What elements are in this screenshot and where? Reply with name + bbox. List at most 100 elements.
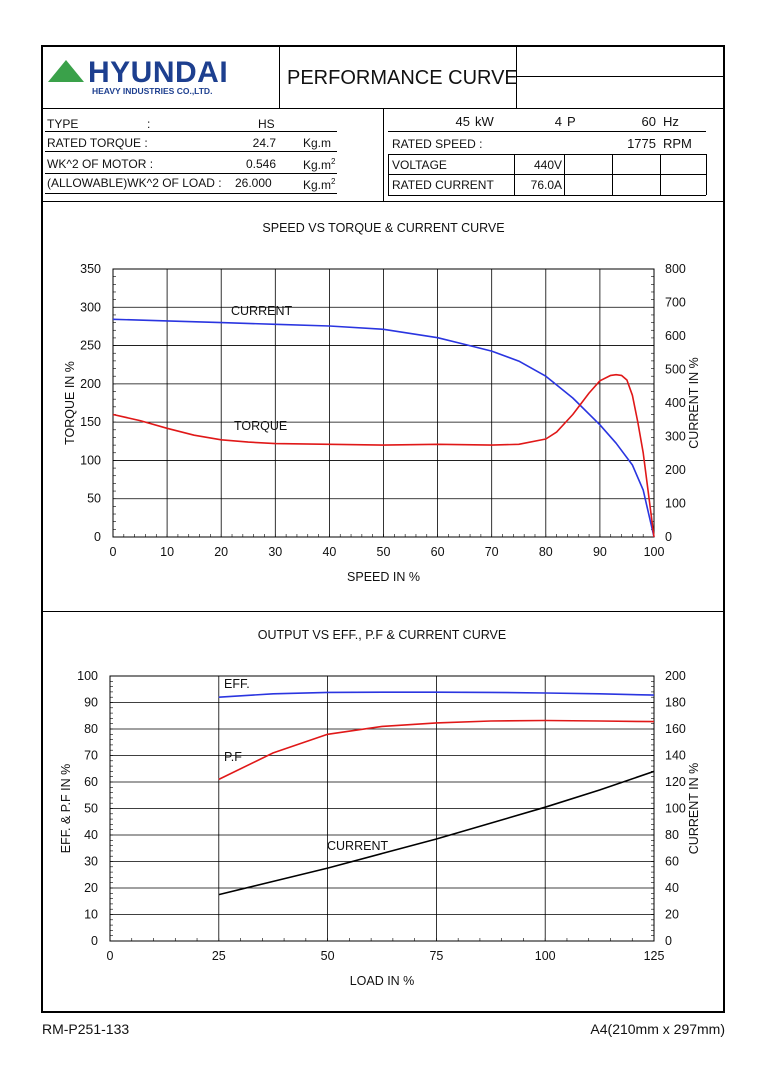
x-tick-label: 0 [110,545,117,559]
wk-load-label: (ALLOWABLE)WK^2 OF LOAD : [47,176,222,190]
x-tick-label: 50 [321,949,335,963]
logo-subtitle: HEAVY INDUSTRIES CO.,LTD. [92,86,213,96]
rated-speed-value: 1775 [627,136,656,151]
y2-tick-label: 0 [665,934,672,948]
poles-value: 4 [554,114,562,129]
y-tick-label: 0 [91,934,98,948]
x-axis-label: LOAD IN % [350,974,415,988]
header-blank-line [516,76,725,77]
y-tick-label: 70 [84,749,98,763]
header-divider-1 [279,45,280,108]
wk-load-value: 26.000 [235,176,272,190]
series-line-eff [218,691,655,698]
y-tick-label: 50 [87,492,101,506]
x-axis-label: SPEED IN % [347,570,420,584]
series-label: TORQUE [234,419,287,433]
grid-line [564,154,565,195]
rated-speed-label: RATED SPEED : [392,137,483,151]
y-axis-label: TORQUE IN % [63,361,77,445]
rated-current-label: RATED CURRENT [392,178,494,192]
wk-load-unit: Kg.m2 [303,177,336,192]
voltage-label: VOLTAGE [392,158,447,172]
grid-line [514,154,515,195]
voltage-value: 440V [533,158,562,172]
plot-border [109,675,655,942]
y2-tick-label: 300 [665,430,686,444]
x-tick-label: 100 [535,949,556,963]
chart-title: OUTPUT VS EFF., P.F & CURRENT CURVE [258,628,506,642]
y2-tick-label: 60 [665,855,679,869]
y-axis-label: EFF. & P.F IN % [59,764,73,853]
y-tick-label: 60 [84,775,98,789]
x-tick-label: 90 [593,545,607,559]
spec-underline [45,151,337,152]
x-tick-label: 40 [322,545,336,559]
output-eff-chart: OUTPUT VS EFF., P.F & CURRENT CURVE 0 25 50… [59,628,701,988]
freq-unit: Hz [663,114,679,129]
spec-underline [45,131,337,132]
datasheet-frame [41,45,725,1013]
spec-bottom-divider [41,201,725,202]
rated-speed-unit: RPM [663,136,692,151]
logo-brand: HYUNDAI [88,56,229,89]
x-tick-label: 125 [644,949,665,963]
type-label: TYPE [47,117,79,131]
chart-title: SPEED VS TORQUE & CURRENT CURVE [262,221,504,235]
grid-line [388,154,389,195]
plot-border [112,268,655,538]
y2-tick-label: 500 [665,363,686,377]
y2-tick-label: 180 [665,696,686,710]
y-tick-label: 250 [80,339,101,353]
grid-line [388,174,706,175]
y2-tick-label: 80 [665,828,679,842]
power-unit: kW [475,114,494,129]
wk-motor-label: WK^2 OF MOTOR : [47,157,154,171]
series-label: EFF. [224,677,250,691]
type-colon: : [147,117,151,131]
y2-tick-label: 140 [665,749,686,763]
rated-torque-unit: Kg.m [303,136,332,150]
rated-torque-value: 24.7 [252,136,276,150]
y2-tick-label: 800 [665,262,686,276]
wk-motor-unit: Kg.m2 [303,157,336,172]
triangle-logo-icon [46,58,86,84]
wk-motor-value: 0.546 [245,157,276,171]
series-label: CURRENT [231,304,292,318]
y-tick-label: 350 [80,262,101,276]
y2-tick-label: 400 [665,396,686,410]
y-tick-label: 80 [84,722,98,736]
x-tick-label: 20 [214,545,228,559]
speed-torque-chart: SPEED VS TORQUE & CURRENT CURVE 0 10 20 30 40… [63,221,701,584]
rated-torque-label: RATED TORQUE : [47,136,148,150]
x-tick-label: 25 [212,949,226,963]
grid-line [612,154,613,195]
series-label: P.F [224,750,242,764]
series-line-torque [112,373,655,538]
series-line-current [112,318,655,538]
x-tick-label: 30 [268,545,282,559]
spec-underline [45,193,337,194]
paper-size: A4(210mm x 297mm) [590,1021,725,1037]
y2-tick-label: 200 [665,463,686,477]
x-tick-label: 50 [377,545,391,559]
doc-code: RM-P251-133 [42,1021,130,1037]
grid-line [388,154,706,155]
y2-tick-label: 200 [665,669,686,683]
grid-line [660,154,661,195]
x-tick-label: 75 [429,949,443,963]
y2-tick-label: 160 [665,722,686,736]
page-title: PERFORMANCE CURVE [287,67,518,89]
y-tick-label: 50 [84,802,98,816]
chart-divider [41,611,725,612]
x-tick-label: 100 [644,545,665,559]
x-tick-label: 70 [485,545,499,559]
series-line-current [218,770,655,896]
y-tick-label: 300 [80,300,101,314]
freq-value: 60 [641,114,656,129]
y2-tick-label: 120 [665,775,686,789]
rated-current-value: 76.0A [530,178,562,192]
y2-axis-label: CURRENT IN % [687,763,701,854]
y2-tick-label: 600 [665,329,686,343]
y-tick-label: 40 [84,828,98,842]
